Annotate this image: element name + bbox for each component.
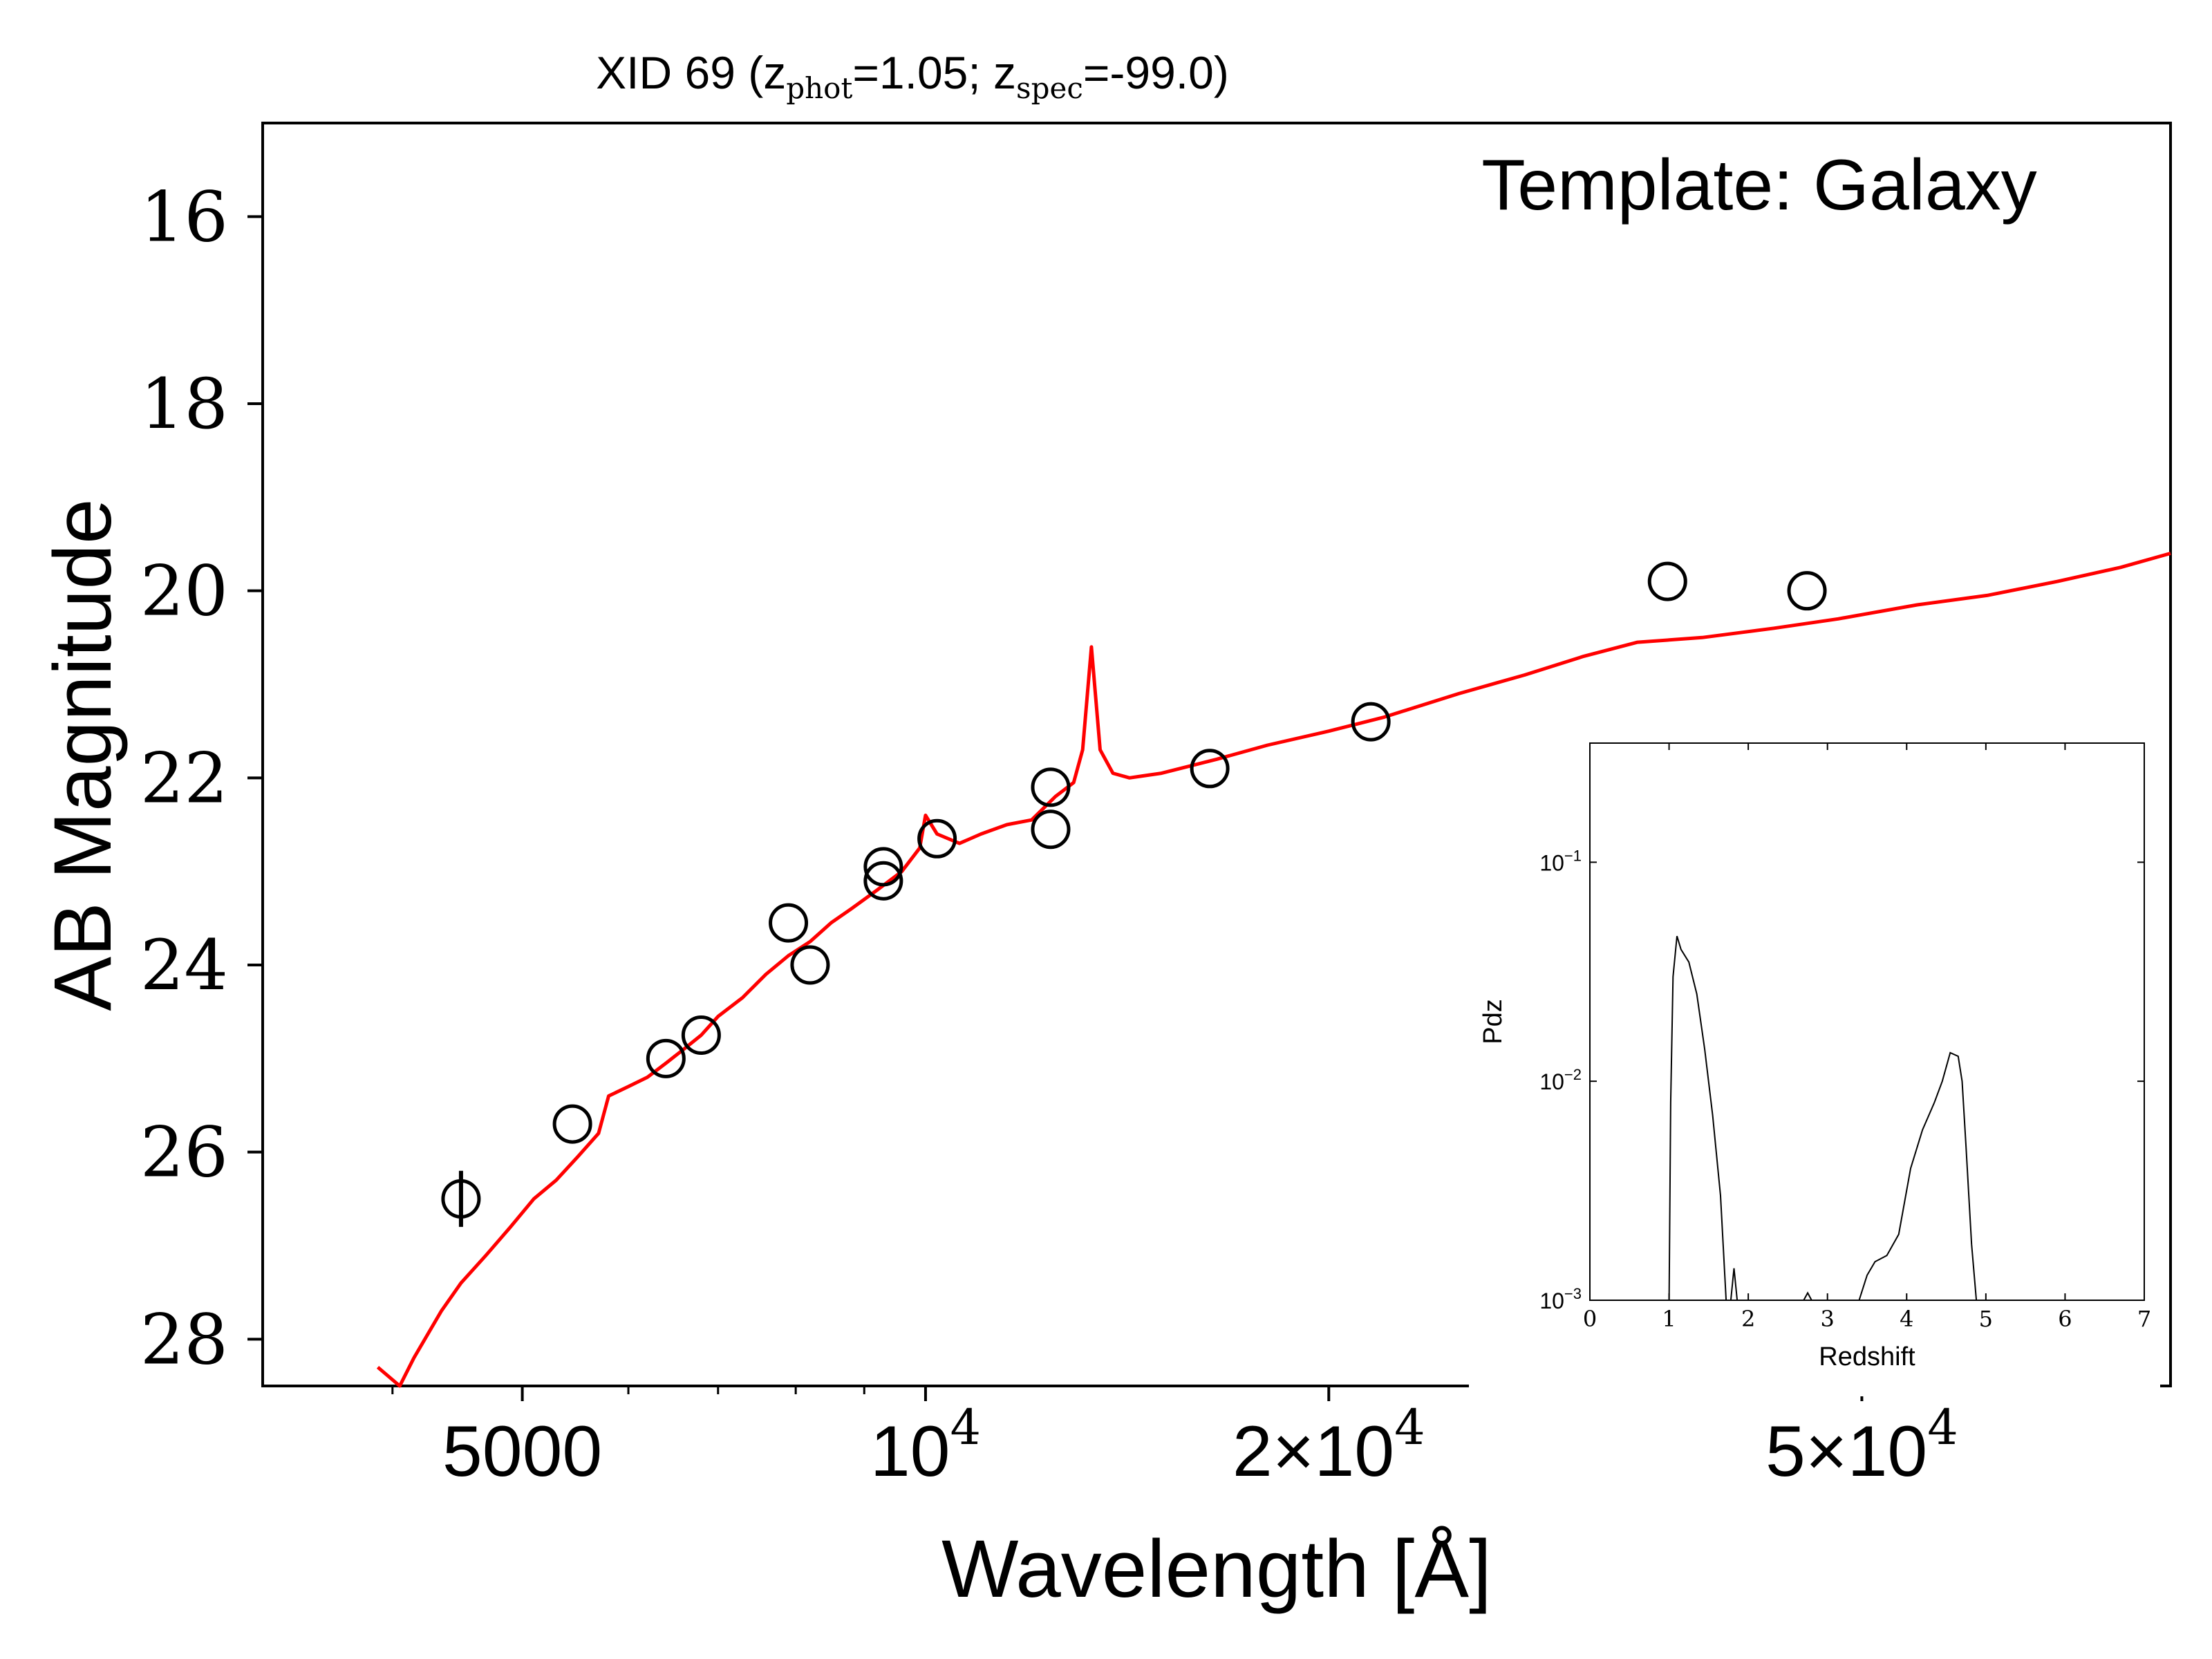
inset-axis-ticks: 0 1 2 3 4 5 6 7 10−1 10−2 10−3 [1539, 743, 2151, 1332]
inset-x-label: Redshift [1819, 1342, 1915, 1371]
pdz-curve [1668, 935, 1978, 1301]
inset-y-tick-label: 10−2 [1539, 1066, 1582, 1094]
inset-y-tick-label: 10−1 [1539, 847, 1582, 875]
photometry-point [1031, 809, 1071, 850]
photometry-point [681, 1015, 721, 1055]
photometry-point [1647, 561, 1687, 601]
photometry-point [863, 847, 903, 887]
photometry-point [790, 945, 830, 985]
inset-x-tick-label: 3 [1821, 1306, 1835, 1332]
inset-x-tick-label: 6 [2058, 1306, 2072, 1332]
inset-y-tick-label: 10−3 [1539, 1285, 1582, 1313]
photometry-point [552, 1104, 592, 1144]
photometry-point [646, 1038, 686, 1078]
x-tick-label: 5000 [442, 1412, 602, 1492]
inset-x-tick-label: 7 [2137, 1306, 2151, 1332]
photometry-point [917, 818, 957, 859]
x-tick-label: 2×104 [1232, 1399, 1425, 1492]
inset-curve-layer [1668, 935, 1978, 1301]
photometry-layer [441, 561, 1827, 1227]
inset-x-tick-label: 4 [1900, 1306, 1913, 1332]
x-axis-label: Wavelength [Å] [941, 1524, 1492, 1615]
photometry-point [863, 861, 903, 901]
y-axis-label: AB Magnitude [37, 498, 129, 1011]
chart-title: XID 69 (zphot=1.05; zspec=-99.0) [596, 47, 1229, 105]
photometry-point [441, 1179, 481, 1219]
template-annotation: Template: Galaxy [1481, 145, 2036, 225]
y-tick-label: 24 [140, 925, 228, 1006]
y-tick-label: 28 [140, 1299, 228, 1380]
template-sed-curve [376, 552, 2171, 1388]
photometry-point [1351, 702, 1391, 742]
inset-x-tick-label: 1 [1662, 1306, 1676, 1332]
pdz-inset: 0 1 2 3 4 5 6 7 10−1 10−2 10−3 Redshift Pdz [1469, 733, 2160, 1396]
inset-x-tick-label: 2 [1741, 1306, 1755, 1332]
y-tick-label: 18 [140, 364, 228, 444]
main-plot-frame [261, 122, 2172, 1387]
inset-x-tick-label: 0 [1583, 1306, 1597, 1332]
photometry-point [1190, 749, 1230, 789]
y-tick-label: 22 [140, 738, 228, 818]
y-tick-label: 20 [140, 551, 228, 632]
photometry-point [1031, 767, 1071, 807]
inset-background [1469, 733, 2160, 1396]
inset-x-tick-label: 5 [1979, 1306, 1993, 1332]
y-tick-label: 26 [140, 1112, 228, 1193]
template-layer [376, 552, 2171, 1388]
inset-frame [1589, 742, 2145, 1301]
photometry-point [1787, 571, 1827, 611]
photometry-point [769, 903, 809, 943]
x-tick-label: 5×104 [1765, 1399, 1958, 1492]
inset-y-label: Pdz [1479, 999, 1508, 1044]
y-tick-label: 16 [140, 176, 228, 257]
x-tick-label: 104 [870, 1399, 981, 1492]
